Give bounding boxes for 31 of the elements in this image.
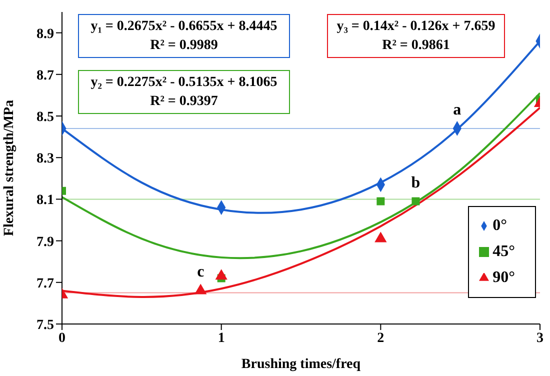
x-tick-label: 2 <box>377 330 384 346</box>
x-axis-title: Brushing times/freq <box>241 357 361 372</box>
annotation: c <box>197 264 204 281</box>
y-tick-label: 8.5 <box>36 110 54 125</box>
y-tick-label: 8.7 <box>36 68 54 84</box>
point <box>194 284 207 294</box>
point <box>215 269 228 280</box>
annotation: R² = 0.9397 <box>149 93 219 111</box>
y-tick-label: 8.3 <box>36 152 54 167</box>
line-series <box>62 92 540 260</box>
legend-label: 0° <box>492 217 507 234</box>
annotation: y₃ = 0.14x² - 0.126x + 7.659 <box>336 18 496 36</box>
annotation: R² = 0.9861 <box>381 37 451 55</box>
annotation: y₂ = 0.2275x² - 0.5135x + 8.1065 <box>90 74 278 92</box>
annotation: y₁ = 0.2675x² - 0.6655x + 8.4445 <box>90 18 278 36</box>
x-tick-label: 3 <box>536 330 544 346</box>
y-axis-title: Flexural strength/MPa <box>2 100 17 236</box>
y-tick-label: 7.7 <box>36 276 54 292</box>
legend-label: 45° <box>492 243 515 260</box>
y-tick-label: 8.1 <box>36 193 54 208</box>
annotation: R² = 0.9989 <box>149 37 219 55</box>
point <box>412 197 420 206</box>
point <box>374 232 387 242</box>
annotation: a <box>453 101 462 118</box>
annotation: b <box>411 174 420 192</box>
y-tick-label: 8.9 <box>36 26 54 42</box>
x-tick-label: 0 <box>58 330 66 346</box>
legend-label: 90° <box>492 269 515 286</box>
x-tick-label: 1 <box>218 330 225 346</box>
y-tick-label: 7.5 <box>36 318 54 333</box>
y-tick-label: 7.9 <box>36 234 54 250</box>
